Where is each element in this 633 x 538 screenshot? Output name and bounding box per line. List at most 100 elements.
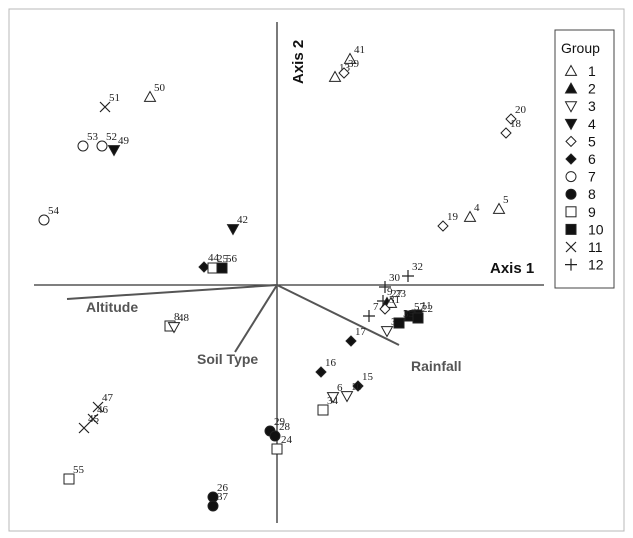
point-label-45: 45	[88, 413, 100, 425]
chart-frame	[8, 8, 625, 532]
point-42-group-4	[226, 224, 240, 236]
legend-box	[554, 29, 615, 289]
point-17-group-6	[345, 335, 357, 347]
point-label-8: 8	[174, 311, 180, 323]
point-label-49: 49	[118, 135, 130, 147]
point-22-group-10	[412, 312, 424, 324]
point-label-29: 29	[274, 416, 286, 428]
point-13-group-1	[328, 70, 342, 82]
legend-marker-5	[565, 135, 577, 148]
legend-label-10: 10	[588, 221, 604, 237]
point-7-group-12	[363, 310, 375, 322]
point-label-31: 31	[389, 294, 400, 306]
point-44-group-6	[198, 261, 210, 273]
legend-label-11: 11	[588, 239, 603, 255]
point-30-group-12	[379, 281, 391, 293]
legend-label-8: 8	[588, 186, 596, 202]
legend-marker-8	[565, 188, 577, 200]
point-47-group-11	[92, 401, 104, 413]
vector-label-soil-type: Soil Type	[197, 351, 258, 367]
legend-marker-3	[564, 101, 578, 113]
point-label-25: 25	[217, 253, 229, 265]
point-48-group-3	[167, 322, 181, 334]
point-6-group-3	[326, 392, 340, 404]
point-label-54: 54	[48, 205, 60, 217]
point-label-26: 26	[217, 482, 229, 494]
point-52-group-7	[96, 140, 108, 152]
point-label-27: 27	[391, 288, 403, 300]
point-32-group-12	[402, 270, 414, 282]
vector-label-rainfall: Rainfall	[411, 358, 462, 374]
legend-label-6: 6	[588, 151, 596, 167]
point-label-48: 48	[178, 312, 190, 324]
point-label-44: 44	[208, 252, 220, 264]
vector-label-altitude: Altitude	[86, 299, 138, 315]
legend-label-2: 2	[588, 81, 596, 97]
point-label-11: 11	[421, 300, 432, 312]
point-18-group-5	[500, 127, 512, 139]
point-45-group-11	[78, 422, 90, 434]
point-label-55: 55	[73, 464, 85, 476]
point-label-15: 15	[362, 371, 374, 383]
point-20-group-5	[505, 113, 517, 125]
environmental-vectors: Altitude Soil Type Rainfall	[66, 284, 462, 374]
point-39-group-5	[338, 67, 350, 79]
point-46-group-11	[87, 413, 99, 425]
point-55-group-9	[63, 473, 75, 485]
axis-2-label: Axis 2	[290, 40, 307, 84]
point-label-13: 13	[339, 62, 351, 74]
point-label-4: 4	[474, 202, 480, 214]
point-54-group-7	[38, 214, 50, 226]
point-23-group-1	[384, 296, 398, 308]
point-4-group-1	[463, 210, 477, 222]
point-10-group-3	[340, 391, 354, 403]
point-label-20: 20	[515, 104, 527, 116]
legend-marker-6	[565, 153, 577, 165]
point-label-34: 34	[327, 395, 339, 407]
point-label-50: 50	[154, 82, 166, 94]
legend-label-7: 7	[588, 169, 596, 185]
legend-marker-11	[565, 241, 577, 253]
vector-soil-type	[234, 284, 278, 353]
point-label-56: 56	[226, 253, 238, 265]
legend-marker-9	[565, 206, 577, 218]
point-36-group-3	[380, 326, 394, 338]
point-label-10: 10	[351, 381, 363, 393]
axis-1-label: Axis 1	[490, 260, 534, 277]
legend-label-5: 5	[588, 133, 596, 149]
point-label-37: 37	[217, 491, 229, 503]
point-31-group-5	[379, 303, 391, 315]
point-label-35: 35	[403, 308, 415, 320]
point-label-41: 41	[354, 44, 365, 56]
point-34-group-9	[317, 404, 329, 416]
point-label-30: 30	[389, 272, 401, 284]
legend-label-12: 12	[588, 257, 604, 273]
point-label-19: 19	[447, 211, 459, 223]
point-49-group-4	[107, 145, 121, 157]
legend-marker-4	[564, 118, 578, 131]
legend-label-1: 1	[588, 63, 596, 79]
point-53-group-7	[77, 140, 89, 152]
legend-marker-2	[564, 82, 578, 94]
legend-marker-12	[565, 258, 577, 271]
point-label-17: 17	[355, 326, 367, 338]
point-label-7: 7	[373, 301, 379, 313]
point-label-57: 57	[414, 301, 426, 313]
legend-label-4: 4	[588, 116, 596, 132]
point-label-16: 16	[325, 357, 337, 369]
data-points: 4113395051535249201854195442442556323092…	[38, 44, 527, 512]
point-label-24: 24	[281, 434, 293, 446]
point-label-5: 5	[503, 194, 509, 206]
legend-label-9: 9	[588, 204, 596, 220]
legend-label-3: 3	[588, 98, 596, 114]
point-label-32: 32	[412, 261, 423, 273]
legend-marker-7	[565, 171, 577, 183]
point-51-group-11	[99, 101, 111, 113]
point-50-group-1	[143, 90, 157, 102]
legend-marker-1	[564, 64, 578, 76]
point-label-28: 28	[279, 421, 291, 433]
point-24-group-9	[271, 443, 283, 455]
point-41-group-1	[343, 52, 357, 64]
point-56-group-10	[216, 262, 228, 274]
point-35-group-10	[393, 317, 405, 329]
